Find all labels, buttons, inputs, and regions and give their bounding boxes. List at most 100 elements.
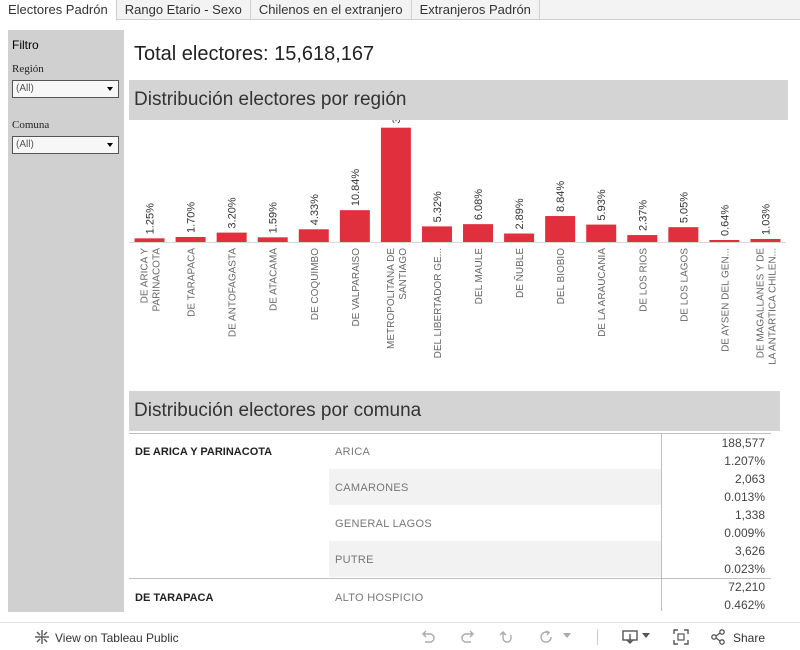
table-row[interactable]: GENERAL LAGOS 1,338 0.009%	[129, 505, 771, 541]
bar[interactable]	[668, 227, 699, 242]
category-label: DEL BIOBIO	[556, 248, 567, 305]
category-label: DE TARAPACA	[187, 248, 198, 317]
tab-chilenos-extranjero[interactable]: Chilenos en el extranjero	[251, 0, 412, 20]
bar-value-label: 1.03%	[760, 204, 772, 235]
table-row[interactable]: DE ARICA Y PARINACOTA ARICA 188,577 1.20…	[129, 433, 771, 469]
bar-value-label: 5.32%	[432, 191, 444, 222]
category-label: PARINACOTA	[152, 248, 163, 312]
bar[interactable]	[545, 216, 576, 242]
category-label: METROPOLITANA DE	[386, 248, 397, 349]
comuna-cell: GENERAL LAGOS	[335, 518, 433, 530]
bar-value-label: 3.20%	[227, 197, 239, 228]
bar[interactable]	[134, 238, 165, 242]
region-bar-chart-svg: 1.25% DE ARICA Y PARINACOTA 1.70% DE TARAPAC…	[129, 120, 786, 365]
count-cell: 72,210	[728, 580, 765, 594]
comuna-table: DE ARICA Y PARINACOTA ARICA 188,577 1.20…	[129, 433, 771, 611]
download-icon[interactable]	[621, 628, 639, 646]
comuna-filter-label: Comuna	[12, 119, 50, 131]
category-label: DEL LIBERTADOR GE...	[433, 248, 444, 358]
count-cell: 3,626	[734, 544, 765, 558]
tab-electores-padron[interactable]: Electores Padrón	[0, 0, 117, 21]
region-filter-value: (All)	[16, 83, 34, 94]
revert-icon[interactable]	[499, 628, 517, 646]
share-icon[interactable]	[709, 628, 727, 646]
region-filter-select[interactable]: (All)	[12, 80, 119, 98]
bar-value-label: 5.93%	[596, 189, 608, 220]
bar-value-label: 1.25%	[145, 203, 157, 234]
category-label: DE LOS LAGOS	[679, 248, 690, 322]
category-label: DE LA ARAUCANIA	[597, 248, 608, 337]
dropdown-caret-icon	[107, 143, 113, 147]
comuna-section-title: Distribución electores por comuna	[129, 391, 780, 431]
category-label: DEL MAULE	[474, 248, 485, 305]
view-on-tableau-link[interactable]: View on Tableau Public	[55, 631, 179, 645]
pct-cell: 0.023%	[724, 562, 765, 576]
bar-value-label: 38.93%	[391, 120, 403, 124]
bar[interactable]	[750, 238, 781, 242]
tableau-logo-icon	[35, 630, 49, 644]
tab-extranjeros-padron[interactable]: Extranjeros Padrón	[412, 0, 540, 20]
redo-icon[interactable]	[459, 628, 477, 646]
bar-value-label: 4.33%	[309, 194, 321, 225]
table-row[interactable]: PUTRE 3,626 0.023%	[129, 541, 771, 577]
category-label: LA ANTARTICA CHILEN...	[767, 248, 778, 365]
table-row[interactable]: CAMARONES 2,063 0.013%	[129, 469, 771, 505]
category-label: SANTIAGO	[398, 248, 409, 300]
share-button[interactable]: Share	[733, 631, 766, 645]
chevron-down-icon[interactable]	[642, 633, 650, 639]
category-label: DE ÑUBLE	[513, 248, 526, 298]
category-label: DE AYSEN DEL GEN...	[720, 248, 731, 352]
pct-cell: 0.013%	[724, 490, 765, 504]
region-cell: DE TARAPACA	[135, 592, 214, 604]
comuna-cell: ARICA	[335, 446, 371, 458]
category-label: DE ARICA Y	[140, 248, 151, 304]
bar-value-label: 10.84%	[350, 169, 362, 207]
tab-rango-etario-sexo[interactable]: Rango Etario - Sexo	[117, 0, 251, 20]
pct-cell: 0.009%	[724, 526, 765, 540]
bar[interactable]	[380, 127, 411, 242]
count-cell: 2,063	[734, 472, 765, 486]
bar-value-label: 1.59%	[268, 202, 280, 233]
category-label: DE MAGALLANES Y DE	[755, 248, 766, 359]
pct-cell: 0.462%	[724, 598, 765, 611]
region-section-title: Distribución electores por región	[129, 80, 788, 120]
comuna-cell: CAMARONES	[335, 482, 409, 494]
pct-cell: 1.207%	[724, 454, 765, 468]
region-divider	[129, 578, 771, 579]
row-band	[329, 469, 662, 505]
refresh-icon[interactable]	[537, 628, 555, 646]
bar[interactable]	[586, 224, 617, 242]
fullscreen-icon[interactable]	[672, 628, 690, 646]
count-cell: 188,577	[721, 436, 765, 450]
bar-value-label: 5.05%	[678, 192, 690, 223]
region-filter-label: Región	[12, 63, 44, 75]
toolbar-divider	[597, 629, 598, 645]
table-row[interactable]: DE TARAPACA ALTO HOSPICIO 72,210 0.462%	[129, 579, 771, 611]
chevron-down-icon[interactable]	[563, 633, 571, 639]
bar[interactable]	[216, 232, 247, 242]
category-label: DE COQUIMBO	[310, 248, 321, 320]
bar[interactable]	[298, 229, 329, 242]
category-label: DE ATACAMA	[269, 248, 280, 311]
tab-bar: Electores Padrón Rango Etario - Sexo Chi…	[0, 0, 800, 21]
bar[interactable]	[339, 210, 370, 242]
bar-value-label: 6.08%	[473, 189, 485, 220]
bar-value-label: 2.89%	[514, 198, 526, 229]
bar[interactable]	[257, 237, 288, 242]
bar[interactable]	[175, 237, 206, 242]
bar[interactable]	[709, 240, 740, 242]
undo-icon[interactable]	[419, 628, 437, 646]
bar[interactable]	[504, 233, 535, 242]
table-top-border	[129, 433, 771, 434]
bar-value-label: 8.84%	[555, 181, 567, 212]
region-bar-chart: 1.25% DE ARICA Y PARINACOTA 1.70% DE TARAPAC…	[129, 120, 786, 385]
comuna-filter-select[interactable]: (All)	[12, 136, 119, 154]
row-band	[329, 541, 662, 577]
comuna-cell: ALTO HOSPICIO	[335, 592, 424, 604]
bar[interactable]	[421, 226, 452, 242]
bar[interactable]	[627, 235, 658, 242]
bar-value-label: 1.70%	[186, 202, 198, 233]
filter-panel: Filtro Región (All) Comuna (All)	[8, 30, 124, 612]
dropdown-caret-icon	[107, 87, 113, 91]
bar[interactable]	[463, 224, 494, 242]
